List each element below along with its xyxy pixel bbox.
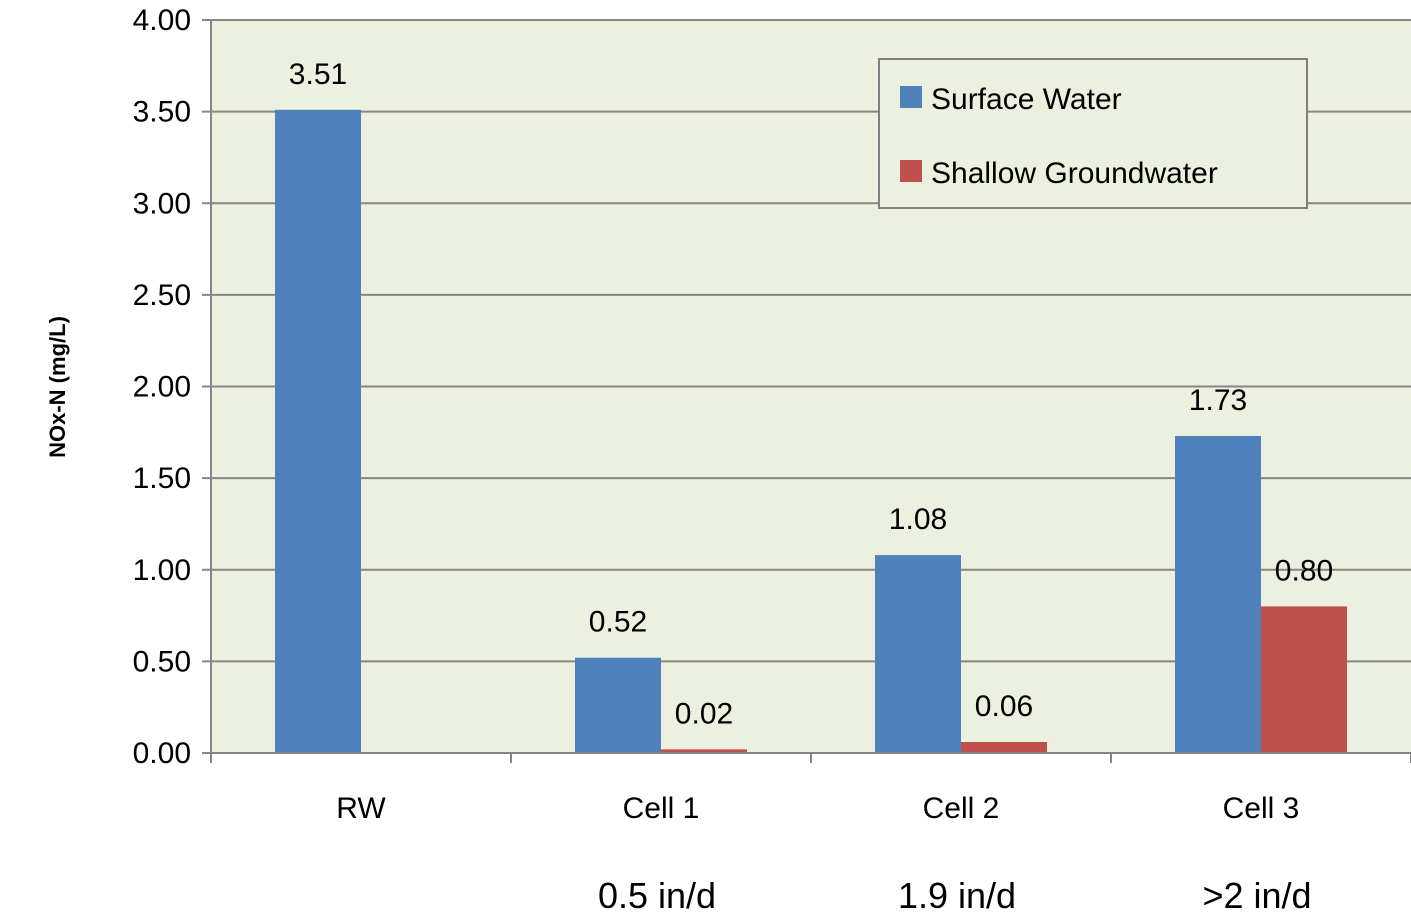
data-label: 1.73	[1189, 384, 1247, 417]
x-rate-label: 0.5 in/d	[598, 875, 716, 916]
y-tick-labels: 0.00 0.50 1.00 1.50 2.00 2.50 3.00 3.50 4.00	[133, 4, 191, 770]
bar-surface-water	[1175, 436, 1261, 753]
y-tick-label: 3.00	[133, 187, 191, 220]
bar-surface-water	[875, 555, 961, 753]
legend-entry: Shallow Groundwater	[931, 157, 1218, 190]
y-axis-label: NOx-N (mg/L)	[45, 316, 70, 458]
y-tick-label: 2.50	[133, 279, 191, 312]
x-rate-labels: 0.5 in/d 1.9 in/d >2 in/d	[598, 875, 1312, 916]
x-rate-label: 1.9 in/d	[898, 875, 1016, 916]
x-category-label: RW	[336, 792, 386, 825]
legend-swatch	[900, 160, 922, 182]
bar-shallow-groundwater	[1261, 606, 1347, 753]
data-label: 1.08	[889, 503, 947, 536]
y-tick-label: 0.00	[133, 737, 191, 770]
bar-surface-water	[575, 658, 661, 753]
legend-swatch	[900, 86, 922, 108]
y-tick-label: 1.00	[133, 554, 191, 587]
bar-shallow-groundwater	[961, 742, 1047, 753]
x-rate-label: >2 in/d	[1202, 875, 1311, 916]
y-tick-label: 2.00	[133, 371, 191, 404]
bar-surface-water	[275, 110, 361, 753]
y-tick-label: 3.50	[133, 96, 191, 129]
y-tick-label: 4.00	[133, 4, 191, 37]
data-label: 0.02	[675, 697, 733, 730]
x-category-label: Cell 2	[923, 792, 1000, 825]
data-label: 0.06	[975, 690, 1033, 723]
x-category-label: Cell 1	[623, 792, 700, 825]
data-label: 3.51	[289, 58, 347, 91]
y-tick-label: 0.50	[133, 645, 191, 678]
data-label: 0.52	[589, 606, 647, 639]
legend-entry: Surface Water	[931, 83, 1122, 116]
legend: Surface Water Shallow Groundwater	[879, 59, 1307, 208]
x-category-labels: RW Cell 1 Cell 2 Cell 3	[336, 792, 1299, 825]
data-label: 0.80	[1275, 554, 1333, 587]
y-tick-label: 1.50	[133, 462, 191, 495]
x-category-label: Cell 3	[1223, 792, 1300, 825]
